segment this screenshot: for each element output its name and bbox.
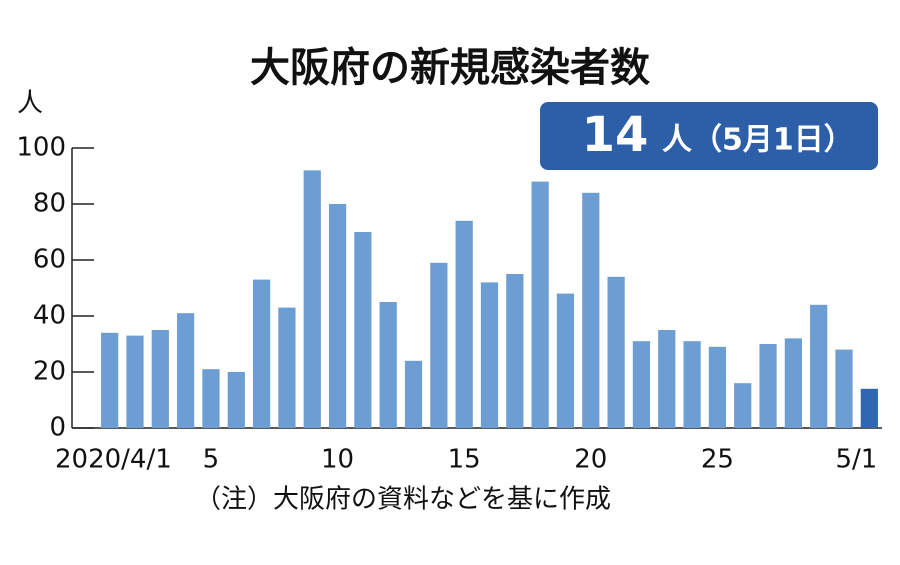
bar (227, 372, 245, 428)
bar (126, 335, 144, 428)
x-tick-label: 10 (321, 445, 354, 475)
bar (177, 313, 195, 428)
bar (455, 220, 473, 428)
x-tick-label: 2020/4/1 (55, 445, 172, 475)
bar (303, 170, 321, 428)
bar (354, 232, 372, 428)
x-tick-label: 5 (203, 445, 220, 475)
bar (101, 332, 119, 428)
bar (759, 344, 777, 428)
bar (151, 330, 169, 428)
bar (480, 282, 499, 428)
bar (531, 181, 549, 428)
annotation-box (540, 102, 878, 170)
bar (252, 279, 271, 428)
bar (734, 383, 752, 428)
bar (582, 192, 600, 428)
x-tick-label: 20 (574, 445, 607, 475)
bar (708, 346, 727, 428)
bar (328, 204, 347, 428)
y-tick-label: 60 (33, 245, 66, 275)
y-tick-label: 0 (49, 413, 66, 443)
bar (860, 388, 878, 428)
bar (658, 330, 676, 428)
bar (810, 304, 828, 428)
bar (278, 307, 296, 428)
annotation-value: 14 (582, 107, 649, 163)
y-unit: 人 (17, 89, 43, 119)
annotation-text: 人（5月1日） (662, 123, 854, 158)
bar (835, 349, 853, 428)
bar (632, 341, 651, 428)
chart-title: 大阪府の新規感染者数 (250, 45, 650, 91)
x-tick-label: 25 (701, 445, 734, 475)
y-tick-label: 20 (33, 357, 66, 387)
bar (556, 293, 575, 428)
bar (683, 341, 701, 428)
bar (430, 262, 448, 428)
bar (506, 274, 524, 428)
x-tick-label: 5/1 (835, 445, 877, 475)
bar (784, 338, 802, 428)
bar (379, 302, 397, 428)
bar (404, 360, 423, 428)
bar (607, 276, 625, 428)
note: （注）大阪府の資料などを基に作成 (195, 485, 611, 515)
y-tick-label: 100 (16, 133, 66, 163)
x-tick-label: 15 (448, 445, 481, 475)
bar (202, 369, 220, 428)
y-tick-label: 40 (33, 301, 66, 331)
y-tick-label: 80 (33, 189, 66, 219)
